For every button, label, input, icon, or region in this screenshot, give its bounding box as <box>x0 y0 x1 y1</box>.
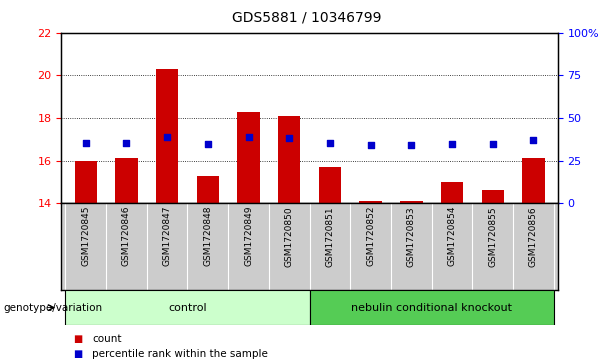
Point <box>121 140 131 146</box>
Text: GSM1720852: GSM1720852 <box>366 206 375 266</box>
Bar <box>197 176 219 203</box>
Text: genotype/variation: genotype/variation <box>3 303 102 313</box>
Text: GSM1720854: GSM1720854 <box>447 206 457 266</box>
Point <box>488 140 498 146</box>
Bar <box>237 111 260 203</box>
Point <box>528 138 538 143</box>
Text: GSM1720850: GSM1720850 <box>284 206 294 266</box>
Text: ■: ■ <box>74 334 83 344</box>
Text: GSM1720853: GSM1720853 <box>407 206 416 266</box>
Text: GSM1720856: GSM1720856 <box>529 206 538 266</box>
Point <box>203 140 213 146</box>
Text: GSM1720855: GSM1720855 <box>488 206 497 266</box>
Text: control: control <box>168 303 207 313</box>
Bar <box>482 191 504 203</box>
Text: GSM1720845: GSM1720845 <box>81 206 90 266</box>
Bar <box>66 290 310 325</box>
Point <box>325 140 335 146</box>
Text: GSM1720846: GSM1720846 <box>122 206 131 266</box>
Text: GSM1720847: GSM1720847 <box>162 206 172 266</box>
Bar <box>400 201 422 203</box>
Text: GSM1720848: GSM1720848 <box>204 206 212 266</box>
Text: percentile rank within the sample: percentile rank within the sample <box>92 349 268 359</box>
Bar <box>441 182 463 203</box>
Bar <box>319 167 341 203</box>
Bar <box>115 159 137 203</box>
Text: ■: ■ <box>74 349 83 359</box>
Point <box>243 134 253 140</box>
Bar <box>278 116 300 203</box>
Bar <box>522 159 544 203</box>
Text: count: count <box>92 334 121 344</box>
Bar <box>75 160 97 203</box>
Point <box>447 140 457 146</box>
Text: nebulin conditional knockout: nebulin conditional knockout <box>351 303 512 313</box>
Text: GDS5881 / 10346799: GDS5881 / 10346799 <box>232 11 381 25</box>
Text: GSM1720849: GSM1720849 <box>244 206 253 266</box>
Point <box>366 142 376 147</box>
Text: GSM1720851: GSM1720851 <box>326 206 335 266</box>
Bar <box>156 69 178 203</box>
Point <box>162 134 172 140</box>
Bar <box>310 290 554 325</box>
Point <box>406 142 416 148</box>
Point <box>81 140 91 146</box>
Point <box>284 135 294 141</box>
Bar <box>359 201 382 203</box>
